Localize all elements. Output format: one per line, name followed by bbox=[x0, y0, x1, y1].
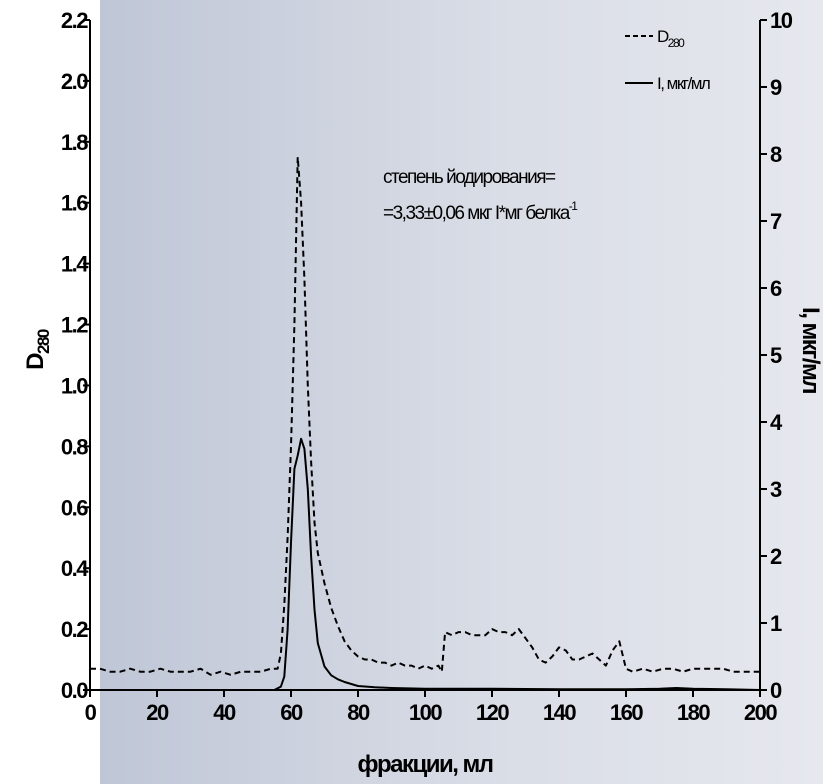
y-left-tick-label: 1.4 bbox=[61, 252, 89, 277]
y-right-tick-label: 3 bbox=[770, 477, 782, 502]
legend: D280 I, мкг/мл bbox=[625, 27, 711, 93]
y-right-tick-label: 10 bbox=[770, 8, 793, 33]
x-tick-label: 0 bbox=[85, 700, 97, 725]
y-axis-left-title-sub: 280 bbox=[34, 329, 53, 354]
y-left-tick-label: 0.0 bbox=[61, 678, 88, 703]
y-right-tick-label: 0 bbox=[770, 678, 782, 703]
tick-labels-layer: 0 20 40 60 80 100 120 140 160 180 2000.00.20.40.60… bbox=[61, 8, 794, 725]
annotation-line-2-sup: -1 bbox=[569, 199, 578, 213]
series-layer bbox=[90, 156, 761, 691]
x-tick-label: 100 bbox=[409, 700, 442, 725]
y-right-tick-label: 1 bbox=[770, 611, 782, 636]
y-axis-right-title: I, мкг/мл bbox=[797, 307, 823, 393]
y-left-tick-label: 0.8 bbox=[61, 434, 88, 459]
y-right-tick-label: 8 bbox=[770, 142, 782, 167]
x-tick-label: 180 bbox=[677, 700, 710, 725]
x-tick-label: 120 bbox=[476, 700, 509, 725]
x-tick-label: 140 bbox=[543, 700, 576, 725]
y-left-tick-label: 2.2 bbox=[61, 8, 88, 33]
y-left-tick-label: 0.6 bbox=[61, 495, 88, 520]
y-left-tick-label: 1.6 bbox=[61, 191, 88, 216]
y-left-tick-label: 0.4 bbox=[61, 556, 89, 581]
x-tick-label: 20 bbox=[146, 700, 169, 725]
annotation-line-1: степень йодирования= bbox=[383, 167, 556, 188]
x-tick-label: 160 bbox=[610, 700, 643, 725]
y-right-tick-label: 5 bbox=[770, 343, 782, 368]
x-tick-label: 40 bbox=[213, 700, 236, 725]
y-right-tick-label: 7 bbox=[770, 209, 782, 234]
x-tick-label: 80 bbox=[347, 700, 370, 725]
y-left-tick-label: 1.2 bbox=[61, 313, 88, 338]
annotation-line-2-main: =3,33±0,06 мкг I*мг белка bbox=[383, 203, 571, 224]
series-i-line bbox=[90, 437, 761, 691]
legend-i-label: I, мкг/мл bbox=[657, 74, 710, 93]
y-right-tick-label: 2 bbox=[770, 544, 782, 569]
y-left-tick-label: 1.8 bbox=[61, 130, 88, 155]
y-axis-left-title-main: D bbox=[22, 353, 49, 370]
x-axis-title: фракции, мл bbox=[357, 751, 492, 778]
x-tick-label: 200 bbox=[744, 700, 777, 725]
y-right-tick-label: 6 bbox=[770, 276, 782, 301]
annotation-line-2: =3,33±0,06 мкг I*мг белка-1 bbox=[383, 199, 578, 224]
legend-d280-label: D280 bbox=[657, 27, 685, 50]
y-right-tick-label: 9 bbox=[770, 75, 782, 100]
y-axis-left-title: D280 bbox=[22, 329, 53, 370]
y-left-tick-label: 0.2 bbox=[61, 617, 88, 642]
x-tick-label: 60 bbox=[280, 700, 303, 725]
plot-panel-background bbox=[100, 0, 823, 784]
y-left-tick-label: 2.0 bbox=[61, 69, 88, 94]
y-left-tick-label: 1.0 bbox=[61, 373, 88, 398]
